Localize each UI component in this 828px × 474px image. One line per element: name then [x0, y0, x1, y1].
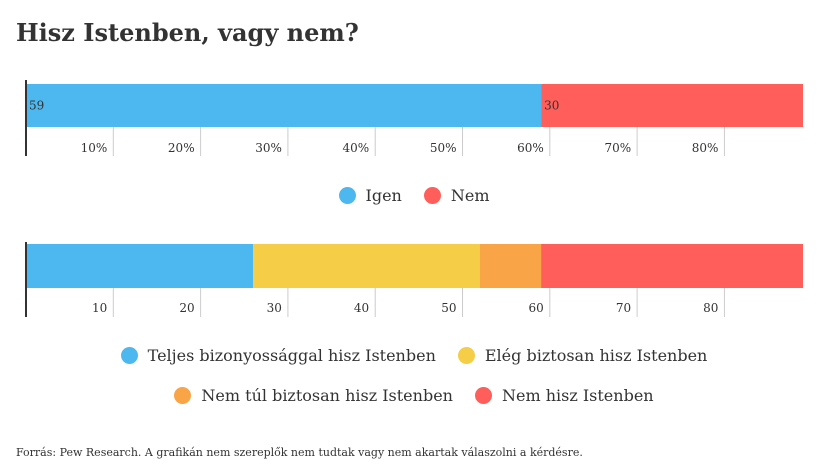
tick-label-1-40: 40% — [343, 141, 370, 155]
chart-title: Hisz Istenben, vagy nem? — [16, 18, 359, 47]
tick-label-2-30: 30 — [267, 301, 282, 315]
legend-item-nem-hisz[interactable]: Nem hisz Istenben — [474, 386, 654, 405]
data-label-1-1: 30 — [544, 99, 559, 113]
legend-item-igen[interactable]: Igen — [338, 186, 402, 205]
bar-1-0 — [26, 84, 542, 127]
legend-item-nem[interactable]: Nem — [423, 186, 490, 205]
legend-item-eleg[interactable]: Elég biztosan hisz Istenben — [457, 346, 708, 365]
tick-label-1-30: 30% — [255, 141, 282, 155]
legend-swatch-nem — [423, 187, 441, 204]
legend-swatch-igen — [338, 187, 356, 204]
tick-label-2-40: 40 — [354, 301, 369, 315]
legend-label-teljes: Teljes bizonyossággal hisz Istenben — [147, 346, 436, 365]
legend-swatch-eleg — [457, 347, 475, 364]
legend-label-igen: Igen — [365, 186, 402, 205]
legend-swatch-nem-hisz — [474, 387, 492, 404]
bar-2-3 — [541, 244, 803, 288]
legend-label-nem-hisz: Nem hisz Istenben — [501, 386, 654, 405]
tick-label-1-70: 70% — [604, 141, 631, 155]
source-note: Forrás: Pew Research. A grafikán nem sze… — [16, 446, 583, 459]
tick-label-1-80: 80% — [692, 141, 719, 155]
tick-label-2-50: 50 — [441, 301, 456, 315]
tick-label-1-20: 20% — [168, 141, 195, 155]
legend-chart-1: Igen Nem — [0, 186, 828, 205]
bar-2-1 — [252, 244, 480, 288]
bar-2-0 — [26, 244, 253, 288]
bar-2-2 — [479, 244, 542, 288]
data-label-1-0: 59 — [29, 99, 44, 113]
tick-label-2-80: 80 — [703, 301, 718, 315]
legend-item-nem-tul[interactable]: Nem túl biztosan hisz Istenben — [174, 386, 453, 405]
tick-label-2-10: 10 — [92, 301, 107, 315]
tick-label-2-60: 60 — [529, 301, 544, 315]
legend-swatch-nem-tul — [174, 387, 192, 404]
tick-label-1-10: 10% — [81, 141, 108, 155]
legend-item-teljes[interactable]: Teljes bizonyossággal hisz Istenben — [120, 346, 436, 365]
legend-swatch-teljes — [120, 347, 138, 364]
legend-label-nem-tul: Nem túl biztosan hisz Istenben — [201, 386, 453, 405]
legend-chart-2-row-1: Teljes bizonyossággal hisz Istenben Elég… — [0, 346, 828, 365]
legend-label-eleg: Elég biztosan hisz Istenben — [484, 346, 708, 365]
bar-1-1 — [541, 84, 803, 127]
tick-label-2-20: 20 — [179, 301, 194, 315]
tick-label-2-70: 70 — [616, 301, 631, 315]
tick-label-1-60: 60% — [517, 141, 544, 155]
legend-chart-2-row-2: Nem túl biztosan hisz Istenben Nem hisz … — [0, 386, 828, 405]
legend-label-nem: Nem — [450, 186, 490, 205]
tick-label-1-50: 50% — [430, 141, 457, 155]
